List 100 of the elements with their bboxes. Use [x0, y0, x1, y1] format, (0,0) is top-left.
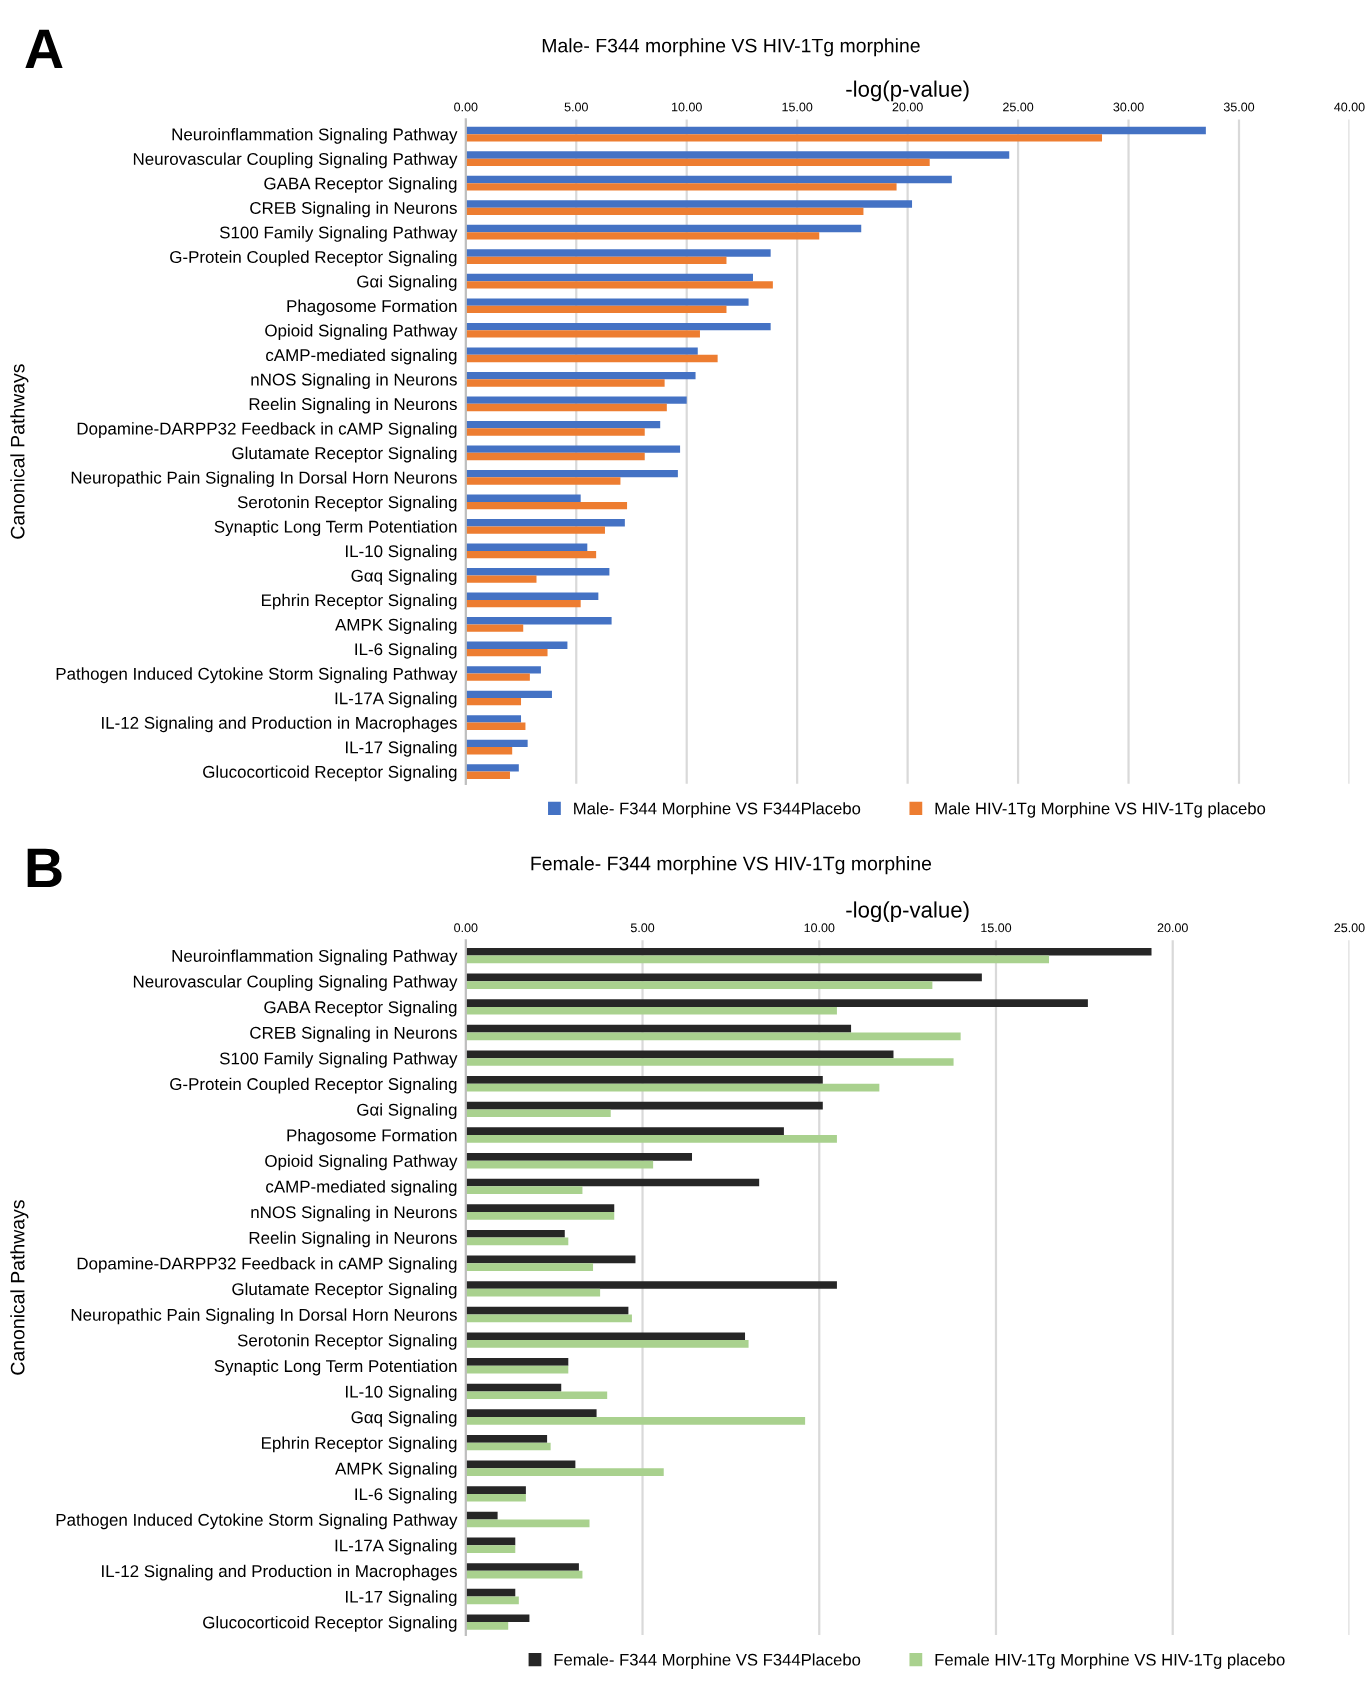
bar — [465, 617, 612, 625]
legend-label: Female- F344 Morphine VS F344Placebo — [554, 1653, 861, 1669]
bar — [465, 698, 522, 706]
bar — [465, 298, 749, 306]
bar — [465, 973, 982, 982]
bar — [465, 648, 548, 657]
y-tick-label: Gαq Signaling — [351, 569, 457, 586]
bar — [465, 690, 552, 699]
bar — [465, 1622, 509, 1630]
bar — [465, 1160, 654, 1169]
bar — [465, 249, 771, 257]
y-tick-label: AMPK Signaling — [335, 618, 457, 635]
bar — [465, 224, 862, 233]
y-tick-label: IL-12 Signaling and Production in Macrophages — [102, 716, 457, 733]
y-tick-label: IL-6 Signaling — [355, 1487, 457, 1504]
bar — [465, 764, 519, 772]
bar — [465, 1460, 576, 1469]
y-tick-label: Neurovascular Coupling Signaling Pathway — [133, 152, 458, 169]
y-tick-label: S100 Family Signaling Pathway — [219, 1052, 458, 1068]
bar — [465, 256, 727, 265]
bar — [465, 1050, 894, 1059]
bar — [465, 1570, 583, 1579]
y-tick-label: Neurovascular Coupling Signaling Pathway — [133, 975, 458, 991]
bar — [465, 1263, 594, 1271]
bar — [465, 1032, 961, 1041]
y-tick-label: Gαi Signaling — [357, 1103, 457, 1120]
bar — [465, 1109, 611, 1118]
bar — [465, 428, 645, 436]
y-tick-label: cAMP-mediated signaling — [266, 348, 457, 365]
bar — [465, 1178, 760, 1187]
bar — [465, 1314, 632, 1323]
bar — [465, 1563, 579, 1571]
y-tick-label: Phagosome Formation — [287, 1128, 457, 1145]
bar — [465, 151, 1010, 159]
bar — [465, 543, 588, 551]
bar — [465, 396, 687, 404]
bar — [465, 403, 667, 412]
bar — [465, 981, 933, 989]
bar — [465, 1519, 590, 1528]
bar — [465, 1229, 565, 1238]
bar — [465, 1306, 629, 1315]
bar — [465, 1468, 664, 1476]
bar — [465, 1596, 519, 1605]
y-tick-label: IL-10 Signaling — [346, 544, 457, 561]
bar — [465, 1204, 615, 1212]
bar — [465, 175, 952, 184]
bar — [465, 1486, 526, 1494]
y-tick-label: Ephrin Receptor Signaling — [262, 593, 457, 610]
y-tick-label: G-Protein Coupled Receptor Signaling — [170, 1077, 457, 1094]
bar — [465, 1255, 636, 1264]
bar — [465, 1614, 530, 1623]
bar — [465, 666, 541, 674]
y-tick-label: Ephrin Receptor Signaling — [262, 1436, 457, 1453]
chart-title: Female- F344 morphine VS HIV-1Tg morphine — [531, 856, 932, 875]
y-tick-label: Synaptic Long Term Potentiation — [214, 520, 457, 537]
bar — [465, 371, 696, 380]
bar — [465, 722, 526, 730]
bar — [465, 575, 537, 583]
bar — [465, 999, 1088, 1007]
y-tick-label: Gαi Signaling — [357, 275, 457, 291]
bar — [465, 550, 597, 559]
bar — [465, 1024, 852, 1033]
bar — [465, 200, 913, 208]
bar — [465, 273, 753, 282]
y-tick-label: Glucocorticoid Receptor Signaling — [203, 765, 457, 782]
y-tick-label: Glucocorticoid Receptor Signaling — [203, 1615, 457, 1632]
bar — [465, 599, 581, 608]
y-tick-label: Pathogen Induced Cytokine Storm Signaling Pathway — [56, 1513, 458, 1530]
y-tick-label: AMPK Signaling — [335, 1462, 457, 1478]
y-tick-label: Opioid Signaling Pathway — [265, 1154, 458, 1171]
y-tick-label: Neuropathic Pain Signaling In Dorsal Horn Neurons — [71, 471, 457, 488]
bar — [465, 1391, 608, 1400]
bar — [465, 305, 727, 314]
y-tick-label: Glutamate Receptor Signaling — [232, 446, 457, 463]
chart-title: Male- F344 morphine VS HIV-1Tg morphine — [542, 38, 920, 57]
bar — [465, 1365, 569, 1374]
bar — [465, 1076, 823, 1084]
y-tick-label: Pathogen Induced Cytokine Storm Signaling Pathway — [56, 667, 458, 684]
bar — [465, 715, 522, 723]
bar — [465, 158, 930, 166]
y-tick-label: GABA Receptor Signaling — [264, 177, 457, 193]
bar — [465, 1211, 615, 1220]
bar — [465, 1409, 597, 1418]
y-tick-label: IL-17 Signaling — [346, 740, 457, 757]
bar — [465, 1340, 749, 1348]
y-tick-label: Dopamine-DARPP32 Feedback in cAMP Signaling — [77, 1257, 457, 1273]
y-tick-label: Synaptic Long Term Potentiation — [214, 1359, 457, 1376]
y-tick-label: Opioid Signaling Pathway — [265, 324, 458, 340]
y-tick-label: CREB Signaling in Neurons — [250, 201, 457, 218]
bar — [465, 134, 1103, 142]
y-tick-label: Reelin Signaling in Neurons — [249, 1231, 457, 1248]
bar — [465, 1006, 837, 1015]
bar — [465, 1083, 880, 1092]
y-tick-label: G-Protein Coupled Receptor Signaling — [170, 250, 457, 267]
bar — [465, 1434, 548, 1443]
bar — [465, 501, 628, 510]
bar — [465, 624, 524, 632]
legend-label: Female HIV-1Tg Morphine VS HIV-1Tg placebo — [935, 1653, 1285, 1669]
y-tick-label: Serotonin Receptor Signaling — [237, 1333, 457, 1350]
bar — [465, 1545, 516, 1553]
